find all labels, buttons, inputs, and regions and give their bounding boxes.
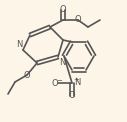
Text: N: N <box>16 40 22 49</box>
Text: O: O <box>60 5 66 15</box>
Text: O: O <box>24 71 30 80</box>
Text: +: + <box>74 77 79 83</box>
Text: N: N <box>59 58 65 67</box>
Text: O: O <box>51 78 58 87</box>
Text: O: O <box>75 15 81 24</box>
Text: O: O <box>69 92 75 101</box>
Text: N: N <box>74 78 81 87</box>
Text: −: − <box>56 78 62 84</box>
